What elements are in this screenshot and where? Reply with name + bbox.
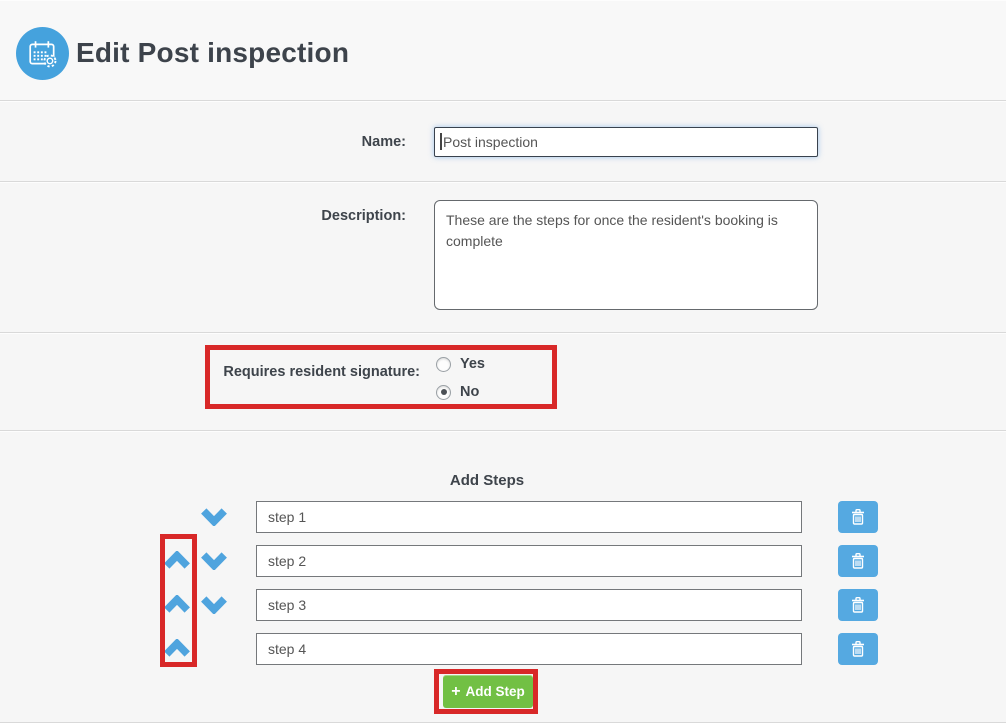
text-cursor <box>440 133 442 150</box>
chevron-up-icon <box>164 638 190 657</box>
radio-yes-label: Yes <box>460 356 485 372</box>
chevron-down-icon <box>201 552 227 571</box>
plus-icon: + <box>451 682 461 700</box>
delete-step-button-4[interactable] <box>838 633 878 665</box>
name-input[interactable] <box>434 127 818 157</box>
description-row: Description: These are the steps for onc… <box>0 181 1006 332</box>
step-input-3[interactable] <box>256 589 802 621</box>
chevron-down-icon <box>201 508 227 527</box>
chevron-up-icon <box>164 594 190 613</box>
page-title: Edit Post inspection <box>76 37 350 68</box>
signature-row: Requires resident signature: Yes No <box>0 332 1006 430</box>
chevron-down-icon <box>201 596 227 615</box>
step-input-4[interactable] <box>256 633 802 665</box>
radio-yes-circle[interactable] <box>436 356 451 372</box>
trash-icon <box>852 597 864 613</box>
move-down-button-1[interactable] <box>200 507 228 527</box>
delete-step-button-3[interactable] <box>838 589 878 621</box>
step-input-1[interactable] <box>256 501 802 533</box>
delete-step-button-1[interactable] <box>838 501 878 533</box>
signature-label: Requires resident signature: <box>223 364 420 380</box>
radio-no[interactable]: No <box>436 384 479 400</box>
trash-icon <box>852 553 864 569</box>
page-bottom-divider <box>0 722 1006 728</box>
move-down-button-2[interactable] <box>200 551 228 571</box>
description-label: Description: <box>321 208 406 224</box>
steps-heading: Add Steps <box>449 472 525 489</box>
radio-no-circle[interactable] <box>436 384 451 400</box>
calendar-gear-icon <box>16 27 69 80</box>
description-textarea[interactable]: These are the steps for once the residen… <box>434 200 818 310</box>
delete-step-button-2[interactable] <box>838 545 878 577</box>
radio-yes[interactable]: Yes <box>436 356 485 372</box>
name-row: Name: <box>0 100 1006 181</box>
steps-section: Add Steps <box>0 430 1006 722</box>
add-step-button[interactable]: + Add Step <box>443 675 533 708</box>
add-step-label: Add Step <box>465 684 525 699</box>
step-input-2[interactable] <box>256 545 802 577</box>
trash-icon <box>852 641 864 657</box>
radio-no-label: No <box>460 384 480 400</box>
trash-icon <box>852 509 864 525</box>
name-label: Name: <box>361 134 406 150</box>
move-up-button-4[interactable] <box>163 638 191 658</box>
page-header: Edit Post inspection <box>0 0 1006 100</box>
move-down-button-3[interactable] <box>200 595 228 615</box>
move-up-button-3[interactable] <box>163 594 191 614</box>
move-up-button-2[interactable] <box>163 550 191 570</box>
chevron-up-icon <box>164 550 190 569</box>
